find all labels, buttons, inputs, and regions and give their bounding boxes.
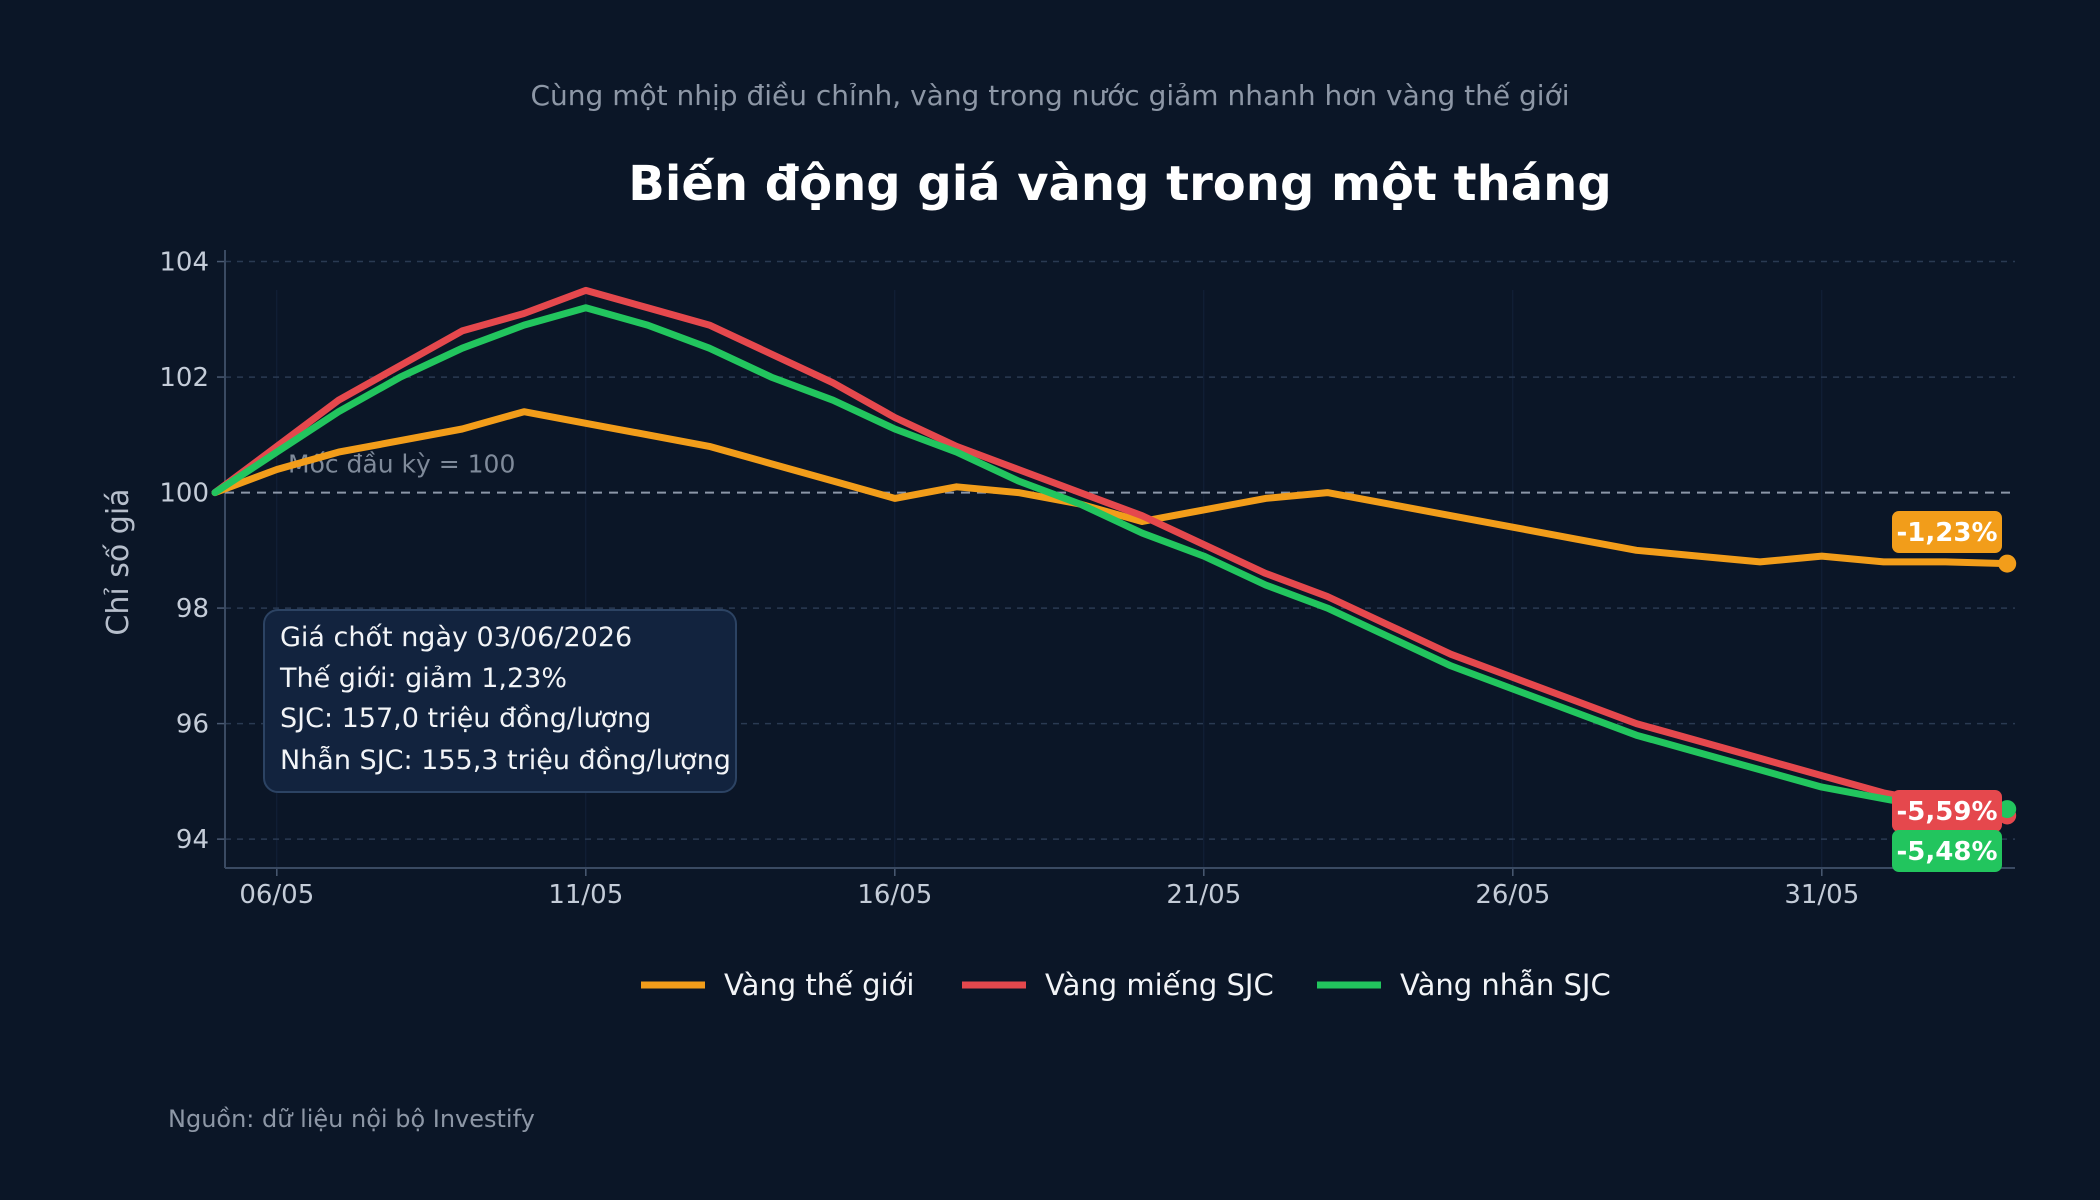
legend-label-world: Vàng thế giới [724,968,914,1002]
end-label-world-bg [1892,511,2002,553]
x-tick-label: 16/05 [857,880,932,910]
legend-label-sjc-bar: Vàng miếng SJC [1045,968,1274,1002]
chart-title: Biến động giá vàng trong một tháng [628,156,1611,212]
axes: 94 96 98 100 102 104 06/05 11/05 16/05 21/05 26/05… [159,248,2015,910]
x-tick-label: 26/05 [1475,880,1550,910]
y-tick-label: 102 [159,363,209,393]
annotation-line-3: SJC: 157,0 triệu đồng/lượng [280,703,651,734]
annotation-line-2: Thế giới: giảm 1,23% [279,663,567,694]
y-tick-label: 98 [176,594,209,624]
series-line-sjc-bar [211,286,2011,819]
series-line-sjc-ring [211,304,2011,814]
legend: Vàng thế giới Vàng miếng SJC Vàng nhẫn S… [641,968,1611,1002]
legend-label-sjc-ring: Vàng nhẫn SJC [1400,968,1611,1002]
y-tick-label: 100 [159,479,209,509]
series-line-world [211,408,2011,568]
chart-subtitle: Cùng một nhịp điều chỉnh, vàng trong nướ… [531,79,1570,112]
end-marker-world [1998,554,2017,573]
end-label-sjc-ring: -5,48% [1897,837,1998,867]
source-note: Nguồn: dữ liệu nội bộ Investify [168,1105,535,1133]
x-tick-label: 21/05 [1166,880,1241,910]
grid-lines [225,260,2015,868]
y-axis-label: Chỉ số giá [101,488,136,635]
x-tick-label: 06/05 [239,880,314,910]
annotation-box-background [263,609,737,793]
annotation-line-4: Nhẫn SJC: 155,3 triệu đồng/lượng [280,745,731,776]
x-tick-label: 31/05 [1784,880,1859,910]
annotation-line-1: Giá chốt ngày 03/06/2026 [280,622,632,653]
series-lines [211,286,2017,825]
end-label-sjc-ring-bg [1892,830,2002,872]
x-tick-label: 11/05 [548,880,623,910]
end-label-sjc-bar-bg [1892,790,2002,832]
end-marker-sjc-ring [1998,800,2017,819]
y-tick-label: 96 [176,710,209,740]
reference-line-group: Mốc đầu kỳ = 100 [225,450,2015,494]
annotation-box: Giá chốt ngày 03/06/2026 Thế giới: giảm … [263,609,737,793]
end-label-sjc-bar: -5,59% [1897,797,1998,827]
end-label-world: -1,23% [1897,518,1998,548]
end-labels: -1,23% -5,59% -5,48% [1892,511,2002,872]
y-tick-label: 94 [176,825,209,855]
y-tick-label: 104 [159,248,209,278]
